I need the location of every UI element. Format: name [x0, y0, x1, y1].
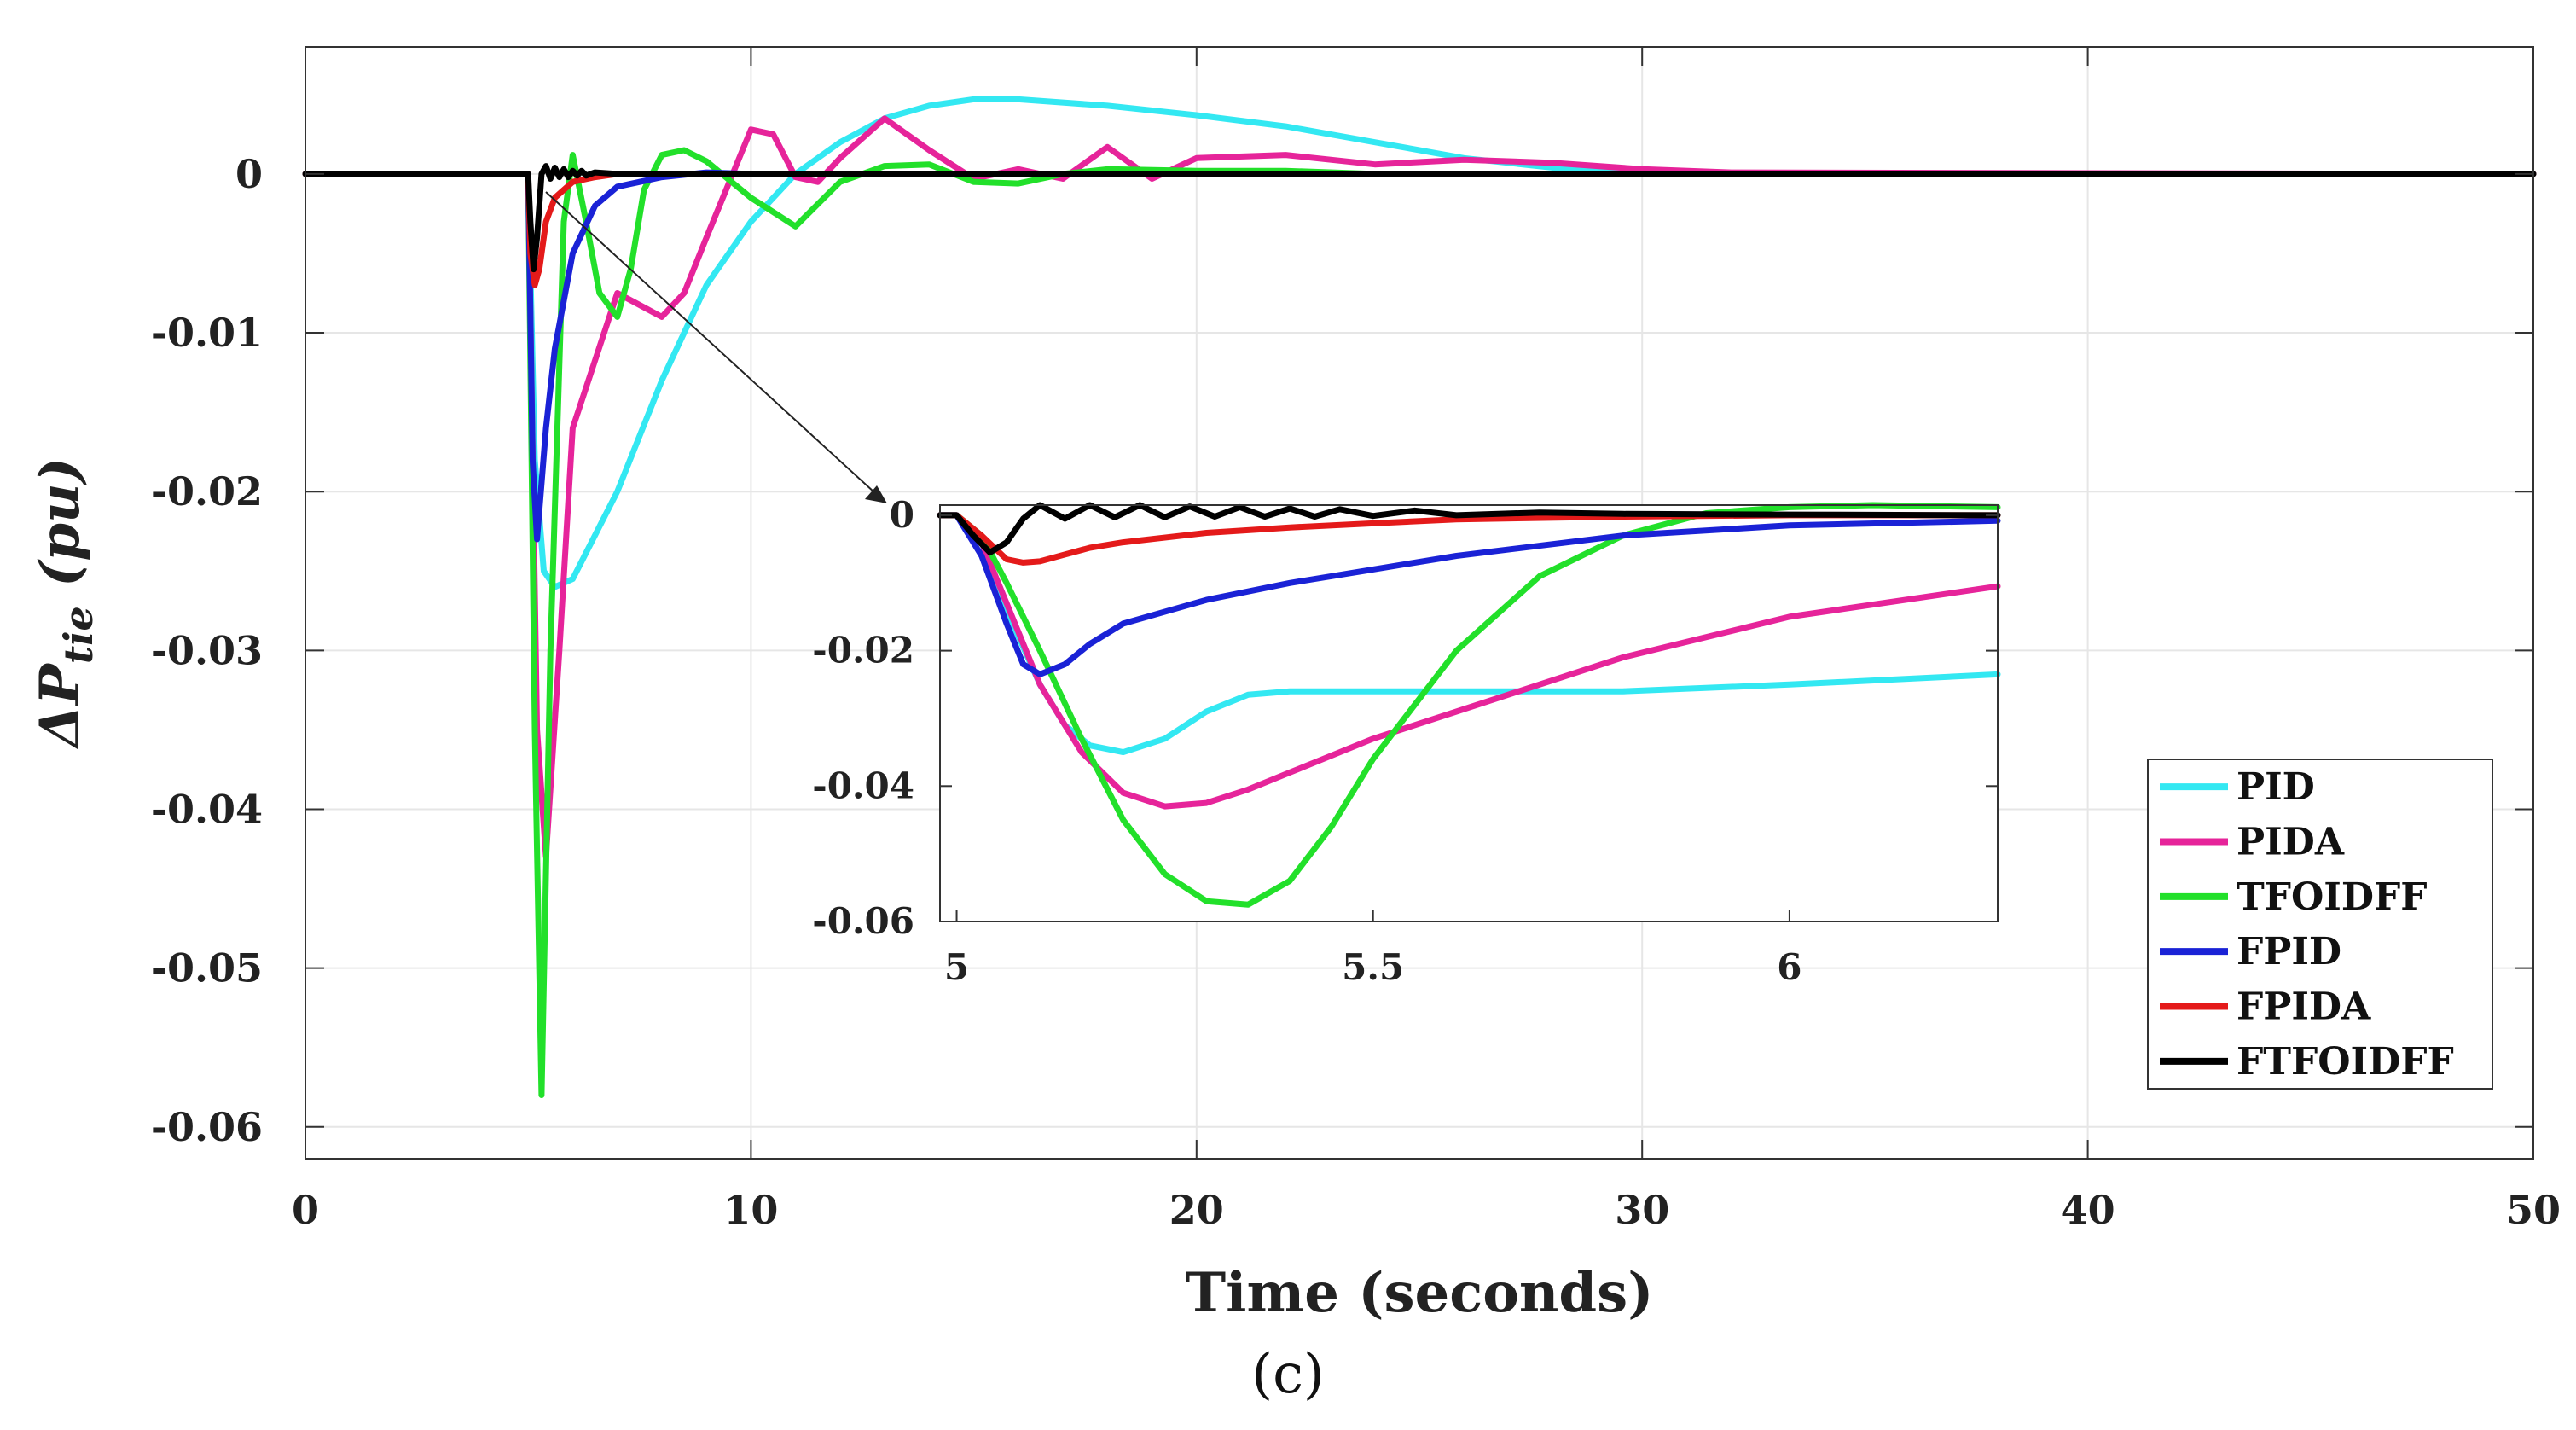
y-tick-label: -0.04: [151, 786, 263, 832]
x-tick-label: 10: [723, 1187, 778, 1233]
inset-frame: [939, 504, 1999, 922]
legend-label-fpid: FPID: [2237, 930, 2341, 974]
y-tick-label: -0.06: [151, 1104, 263, 1150]
zoom-pointer-line: [545, 191, 875, 493]
inset-series-line-pida: [937, 512, 2001, 810]
y-axis-title-unit: (pu): [28, 457, 92, 606]
legend-label-pida: PIDA: [2237, 821, 2345, 864]
x-tick-label: 50: [2506, 1187, 2561, 1233]
y-axis-title: ΔPtie (pu): [28, 457, 102, 750]
legend-label-pid: PID: [2237, 765, 2315, 809]
inset-y-tick-label: 0: [890, 494, 914, 536]
inset-x-tick-label: 5: [944, 946, 969, 988]
main-series-group: [302, 96, 2537, 1098]
inset-zoom-plot: 5 5.5 6 0 -0.02 -0.04 -0.06: [812, 494, 2001, 988]
legend-label-fpida: FPIDA: [2237, 985, 2371, 1029]
x-tick-label: 40: [2061, 1187, 2115, 1233]
inset-axis-ticks: 5 5.5 6 0 -0.02 -0.04 -0.06: [812, 494, 1998, 988]
inset-x-tick-label: 6: [1777, 946, 1801, 988]
y-tick-label: -0.03: [151, 627, 263, 673]
inset-series-line-fpid: [937, 512, 2001, 677]
y-tick-label: 0: [235, 151, 263, 197]
legend-box: [2147, 759, 2493, 1090]
figure-caption: (c): [1251, 1343, 1325, 1406]
inset-y-tick-label: -0.06: [812, 900, 914, 942]
legend-label-tfoidff: TFOIDFF: [2237, 875, 2428, 919]
inset-background: [940, 505, 1998, 921]
y-axis-title-main: ΔP: [28, 662, 92, 750]
x-tick-label: 20: [1169, 1187, 1224, 1233]
series-line-ftfoidff: [302, 163, 2537, 273]
inset-y-tick-label: -0.02: [812, 630, 914, 671]
y-axis-title-subscript: tie: [55, 606, 102, 664]
series-line-pida: [302, 115, 2537, 860]
main-plot-frame: [305, 46, 2534, 1160]
legend-label-ftfoidff: FTFOIDFF: [2237, 1040, 2454, 1084]
inset-series-line-ftfoidff: [937, 502, 2001, 555]
main-axis-ticks: 0 10 20 30 40 500-0.01-0.02-0.03-0.04-0.05-0.…: [151, 47, 2561, 1233]
x-tick-label: 30: [1615, 1187, 1669, 1233]
x-axis-title: Time (seconds): [1186, 1261, 1654, 1325]
y-tick-label: -0.05: [151, 945, 263, 991]
y-tick-label: -0.01: [151, 310, 263, 356]
zoom-pointer-arrowhead: [865, 485, 887, 503]
y-tick-label: -0.02: [151, 468, 263, 514]
legend: PID PIDA TFOIDFF FPID FPIDA FTFOIDFF: [2147, 759, 2493, 1090]
inset-x-tick-label: 5.5: [1342, 946, 1404, 988]
x-tick-label: 0: [292, 1187, 319, 1233]
inset-y-tick-label: -0.04: [812, 764, 914, 806]
inset-series-group: [937, 502, 2001, 908]
